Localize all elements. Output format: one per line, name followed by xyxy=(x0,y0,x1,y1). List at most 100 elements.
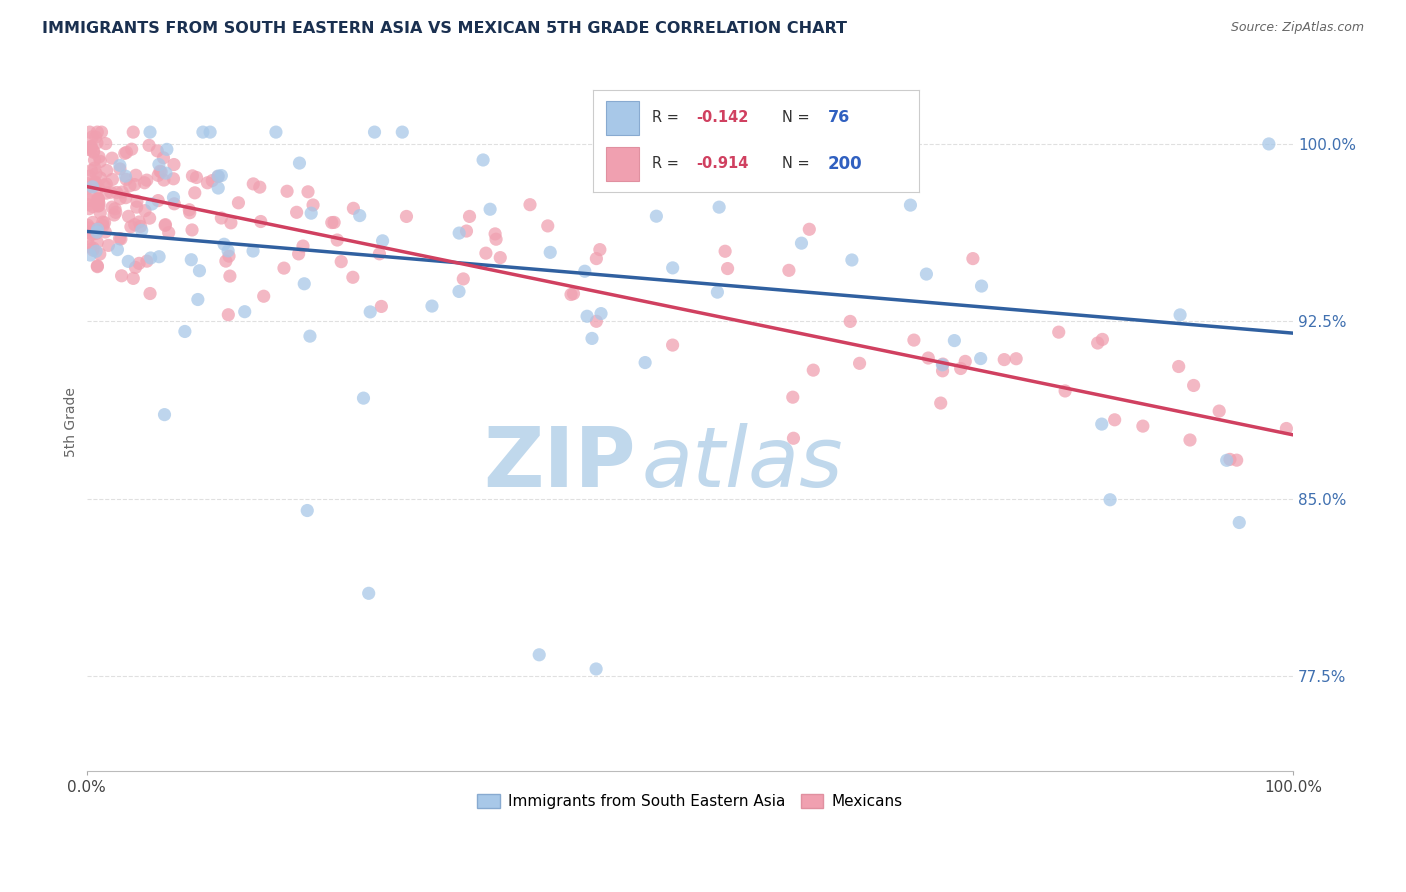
Point xyxy=(449,226,471,240)
Point xyxy=(110,268,132,283)
Point xyxy=(368,247,391,261)
Point xyxy=(585,662,607,676)
Point xyxy=(82,241,104,255)
Point xyxy=(839,314,862,328)
Point xyxy=(1104,413,1126,427)
Point xyxy=(141,197,163,211)
Point xyxy=(484,227,506,241)
Point xyxy=(90,125,112,139)
Point xyxy=(84,244,107,259)
Point xyxy=(538,245,561,260)
Point xyxy=(321,215,343,229)
Point xyxy=(799,222,821,236)
Point xyxy=(150,165,173,179)
Point xyxy=(585,252,607,266)
Point xyxy=(1219,452,1241,467)
Point xyxy=(84,167,107,181)
Point xyxy=(122,271,145,285)
Point xyxy=(80,140,103,154)
Point xyxy=(1168,308,1191,322)
Point xyxy=(108,158,131,172)
Point xyxy=(86,259,108,273)
Point xyxy=(841,252,863,267)
Point xyxy=(87,150,110,164)
Point xyxy=(456,224,478,238)
Point xyxy=(93,178,115,193)
Text: ZIP: ZIP xyxy=(484,423,636,504)
Point xyxy=(97,238,120,252)
Point xyxy=(105,186,128,200)
Point xyxy=(80,163,103,178)
Point xyxy=(96,186,118,200)
Point xyxy=(96,163,118,178)
Point xyxy=(790,236,813,251)
Point xyxy=(714,244,737,259)
Point xyxy=(82,243,104,257)
Point xyxy=(249,180,271,194)
Point xyxy=(89,154,111,169)
Point xyxy=(128,256,150,270)
Point xyxy=(1091,332,1114,346)
Point xyxy=(153,173,176,187)
Point xyxy=(87,199,110,213)
Point xyxy=(472,153,495,167)
Point xyxy=(1091,417,1114,431)
Point xyxy=(110,232,132,246)
Point xyxy=(201,173,224,187)
Point xyxy=(645,209,668,223)
Point xyxy=(89,171,111,186)
Point xyxy=(79,226,101,240)
Point xyxy=(114,146,136,161)
Point xyxy=(326,233,349,247)
Point xyxy=(363,125,385,139)
Point xyxy=(115,172,138,186)
Point xyxy=(87,199,110,213)
Point xyxy=(180,252,202,267)
Point xyxy=(420,299,443,313)
Point xyxy=(353,391,375,405)
Point xyxy=(207,169,229,183)
Point xyxy=(1178,433,1201,447)
Point xyxy=(931,364,953,378)
Point xyxy=(215,254,238,268)
Point xyxy=(77,142,100,156)
Point xyxy=(181,223,204,237)
Point xyxy=(962,252,984,266)
Point xyxy=(94,136,117,151)
Point xyxy=(162,190,184,204)
Point xyxy=(970,279,993,293)
Point xyxy=(273,261,295,276)
Point xyxy=(634,355,657,369)
Point xyxy=(114,169,136,183)
Point xyxy=(228,195,250,210)
Point xyxy=(79,193,101,207)
Text: Source: ZipAtlas.com: Source: ZipAtlas.com xyxy=(1230,21,1364,34)
Point xyxy=(197,176,219,190)
Point xyxy=(87,181,110,195)
Point xyxy=(993,352,1015,367)
Point xyxy=(489,251,512,265)
Point xyxy=(115,145,138,160)
Point xyxy=(276,184,298,198)
Point xyxy=(342,202,364,216)
Point xyxy=(1099,492,1122,507)
Point xyxy=(706,285,728,300)
Point xyxy=(138,211,160,226)
Point xyxy=(218,249,240,263)
Point xyxy=(485,232,508,246)
Point xyxy=(1215,453,1237,467)
Point xyxy=(661,260,683,275)
Point xyxy=(87,191,110,205)
Point xyxy=(82,200,104,214)
Point xyxy=(181,169,204,183)
Point xyxy=(801,363,824,377)
Point xyxy=(148,157,170,171)
Point xyxy=(371,234,394,248)
Point xyxy=(929,396,952,410)
Point xyxy=(84,175,107,189)
Point xyxy=(707,200,730,214)
Point xyxy=(101,172,124,186)
Point xyxy=(955,354,977,368)
Point xyxy=(87,193,110,207)
Point xyxy=(186,170,208,185)
